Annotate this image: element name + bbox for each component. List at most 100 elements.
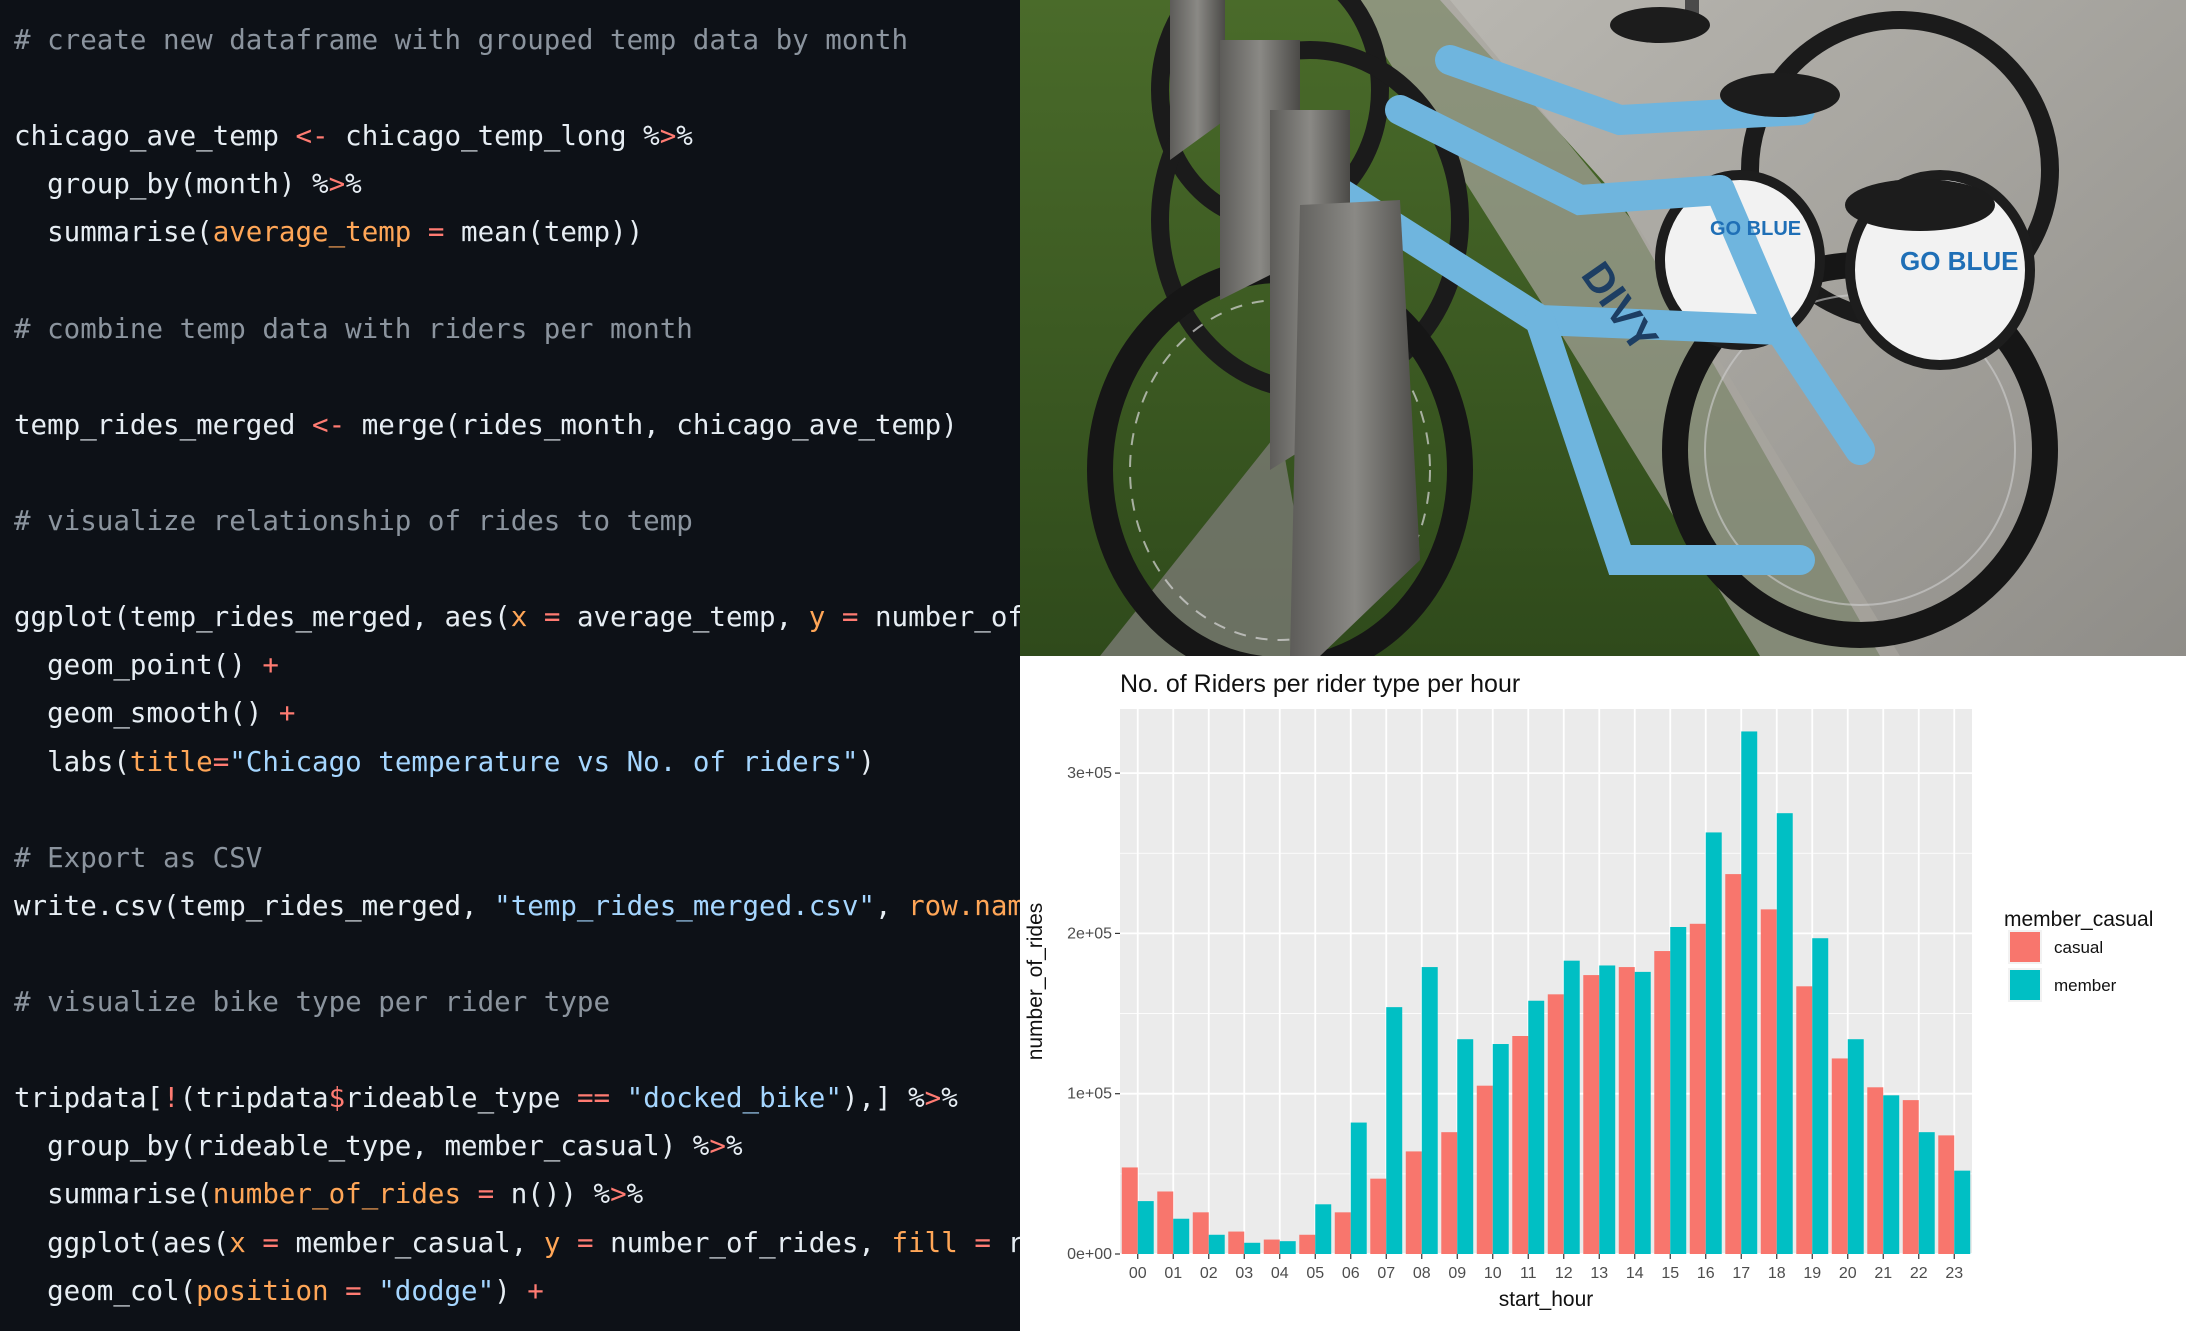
code-line: tripdata[!(tripdata$rideable_type == "do… (14, 1078, 958, 1118)
tire-logos: GO BLUE GO BLUE (1710, 218, 2018, 276)
x-tick-label: 12 (1555, 1265, 1573, 1282)
bar-casual-01 (1157, 1191, 1174, 1254)
code-token: "dodge" (378, 1274, 495, 1307)
code-line: ggplot(temp_rides_merged, aes(x = averag… (14, 597, 1020, 637)
code-token: == (576, 1082, 611, 1115)
x-tick-label: 10 (1484, 1265, 1502, 1282)
x-tick-label: 18 (1768, 1265, 1786, 1282)
x-tick-label: 06 (1342, 1265, 1360, 1282)
bar-member-08 (1421, 967, 1438, 1254)
x-tick-label: 13 (1590, 1265, 1608, 1282)
code-token: + (278, 697, 296, 730)
bike-photo-illustration: GO BLUE GO BLUE DIVY (1020, 0, 2186, 656)
code-token: ) (494, 1274, 528, 1307)
bar-member-14 (1634, 971, 1651, 1254)
code-token: summarise( (14, 1178, 213, 1211)
code-line: group_by(rideable_type, member_casual) %… (14, 1126, 742, 1166)
bar-casual-23 (1938, 1135, 1955, 1254)
code-token: chicago_ave_temp (14, 120, 296, 153)
bar-member-00 (1137, 1201, 1154, 1254)
bar-casual-04 (1263, 1239, 1280, 1254)
bar-casual-19 (1796, 986, 1813, 1254)
code-token: chicago_temp_long % (328, 120, 660, 153)
code-token: <- (312, 408, 346, 441)
sidewalk (1440, 0, 2186, 656)
code-line: geom_point() + (14, 645, 279, 685)
bike-photo: GO BLUE GO BLUE DIVY (1020, 0, 2186, 656)
x-axis-label: start_hour (1499, 1288, 1594, 1311)
bar-member-22 (1918, 1132, 1935, 1254)
legend-label-member: member (2054, 976, 2117, 995)
code-token: = (245, 1226, 296, 1259)
x-tick-label: 19 (1803, 1265, 1821, 1282)
code-token: $ (328, 1082, 346, 1115)
bar-casual-08 (1405, 1151, 1422, 1254)
code-line: group_by(month) %>% (14, 164, 362, 204)
code-token: # create new dataframe with grouped temp… (14, 24, 909, 56)
dock-posts (1170, 0, 1420, 656)
x-tick-label: 04 (1271, 1265, 1289, 1282)
y-tick-label: 1e+05 (1067, 1086, 1112, 1103)
x-tick-label: 02 (1200, 1265, 1218, 1282)
code-line: # create new dataframe with grouped temp… (14, 20, 908, 60)
code-token: > (328, 168, 346, 201)
code-token: = (328, 1274, 379, 1307)
bar-member-20 (1847, 1039, 1864, 1254)
code-token: % (941, 1082, 958, 1115)
legend-swatch-member (2010, 970, 2040, 1000)
svg-text:GO BLUE: GO BLUE (1900, 246, 2018, 276)
x-tick-label: 05 (1306, 1265, 1324, 1282)
bar-casual-16 (1689, 923, 1706, 1254)
code-token: number_of_ri (874, 601, 1020, 634)
legend-label-casual: casual (2054, 938, 2103, 957)
x-tick-label: 23 (1945, 1265, 1963, 1282)
code-line: # visualize bike type per rider type (14, 982, 610, 1022)
code-token: % (345, 168, 362, 201)
code-token: % (626, 1178, 644, 1211)
x-tick-label: 17 (1732, 1265, 1750, 1282)
y-tick-label: 0e+00 (1067, 1246, 1112, 1263)
code-line: # visualize relationship of rides to tem… (14, 501, 693, 541)
x-tick-label: 16 (1697, 1265, 1715, 1282)
bar-casual-05 (1299, 1234, 1316, 1254)
code-token: geom_col( (14, 1274, 197, 1307)
code-token: average_temp, (576, 601, 809, 634)
code-token: = (957, 1226, 1008, 1259)
x-tick-label: 00 (1129, 1265, 1147, 1282)
code-token: > (709, 1130, 726, 1163)
bar-casual-09 (1441, 1132, 1458, 1254)
code-token (610, 1082, 627, 1114)
code-token: temp_rides_merged (14, 408, 313, 441)
code-token: ! (163, 1082, 180, 1115)
code-token: = (411, 216, 462, 249)
code-token: geom_point() (14, 649, 263, 682)
x-tick-label: 03 (1235, 1265, 1253, 1282)
y-tick-label: 3e+05 (1067, 765, 1112, 782)
code-token: ride (1007, 1226, 1020, 1259)
bar-member-11 (1528, 1000, 1545, 1254)
bar-casual-18 (1760, 909, 1777, 1254)
bar-casual-03 (1228, 1231, 1245, 1254)
code-editor: # create new dataframe with grouped temp… (0, 0, 1020, 1331)
code-token: "Chicago temperature vs No. of riders" (229, 745, 859, 778)
code-line: write.csv(temp_rides_merged, "temp_rides… (14, 886, 1020, 926)
code-token: = (825, 601, 875, 634)
bar-member-16 (1705, 832, 1722, 1254)
code-token: = (212, 745, 230, 778)
legend-title: member_casual (2004, 908, 2153, 931)
x-tick-label: 11 (1520, 1265, 1537, 1282)
code-token: > (610, 1178, 627, 1211)
bar-casual-14 (1618, 967, 1635, 1254)
bar-casual-13 (1583, 975, 1600, 1254)
x-tick-label: 08 (1413, 1265, 1431, 1282)
code-token: = (527, 601, 577, 634)
code-token: # Export as CSV (14, 841, 263, 874)
bar-casual-17 (1725, 874, 1742, 1254)
bar-member-03 (1244, 1242, 1261, 1254)
bar-casual-07 (1370, 1178, 1387, 1254)
code-token: group_by(rideable_type, member_casual) % (14, 1130, 710, 1163)
code-line: chicago_ave_temp <- chicago_temp_long %>… (14, 116, 693, 156)
x-tick-label: 21 (1874, 1265, 1892, 1282)
code-token: number_of_rides (212, 1178, 462, 1211)
code-token: (tripdata (179, 1082, 329, 1115)
